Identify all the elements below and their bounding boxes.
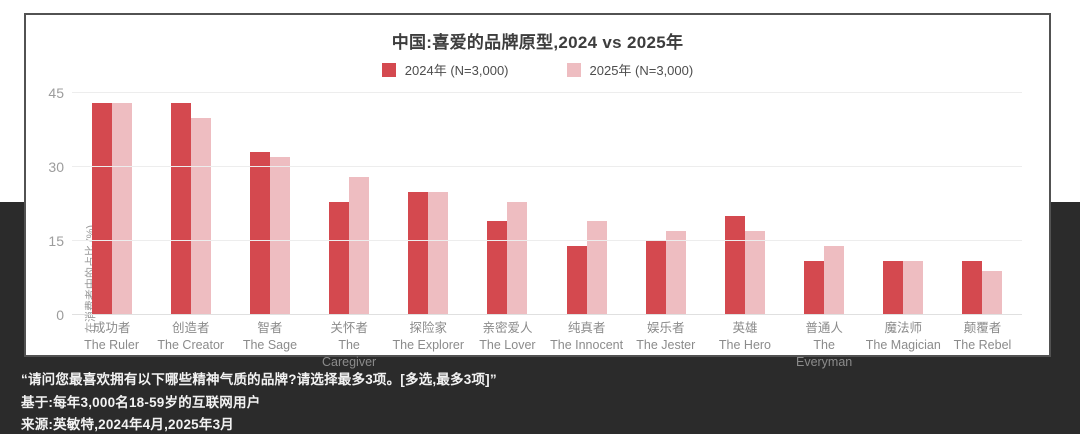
bar-2025-the-hero [744, 231, 765, 315]
x-label-the-hero: 英雄 The Hero [705, 320, 784, 371]
legend-item-2025: 2025年 (N=3,000) [566, 60, 694, 79]
legend-swatch-2024-icon [381, 62, 396, 77]
legend-item-2024: 2024年 (N=3,000) [381, 60, 509, 79]
bar-2024-the-jester [645, 241, 666, 315]
x-axis-labels: 成功者 The Ruler 创造者 The Creator 智者 The Sage 关怀者 T… [72, 320, 1022, 371]
gridline-0 [72, 314, 1022, 315]
x-label-en: The Lover [479, 338, 536, 352]
legend-label-2025: 2025年 (N=3,000) [589, 63, 694, 78]
x-label-the-lover: 亲密爱人 The Lover [468, 320, 547, 371]
bar-group-the-creator [151, 93, 230, 315]
bar-2024-the-innocent [566, 245, 587, 315]
x-label-zh: 亲密爱人 [482, 321, 533, 335]
x-label-zh: 普通人 [805, 321, 843, 335]
bar-group-the-innocent [547, 93, 626, 315]
bar-2024-the-hero [724, 216, 745, 315]
x-label-zh: 纯真者 [567, 321, 606, 335]
x-label-the-jester: 娱乐者 The Jester [626, 320, 705, 371]
bar-2025-the-creator [190, 117, 211, 315]
bar-2025-the-lover [507, 201, 528, 315]
bar-group-the-magician [864, 93, 943, 315]
bar-2025-the-explorer [428, 191, 449, 315]
bar-2024-the-rebel [962, 260, 983, 315]
bar-group-the-everyman [785, 93, 864, 315]
bar-group-the-ruler [72, 93, 151, 315]
bar-2025-the-magician [903, 260, 924, 315]
bar-group-the-hero [705, 93, 784, 315]
y-tick-0: 0 [56, 307, 64, 323]
bar-2024-the-sage [249, 152, 270, 315]
bar-groups [72, 93, 1022, 315]
x-label-the-creator: 创造者 The Creator [151, 320, 230, 371]
x-label-the-innocent: 纯真者 The Innocent [547, 320, 626, 371]
legend-label-2024: 2024年 (N=3,000) [404, 63, 509, 78]
bar-2025-the-ruler [111, 102, 132, 315]
gridline-30 [72, 166, 1022, 167]
legend-swatch-2025-icon [566, 62, 581, 77]
x-label-zh: 成功者 [92, 321, 131, 335]
x-label-zh: 娱乐者 [647, 321, 685, 335]
x-label-the-rebel: 颠覆者 The Rebel [943, 320, 1022, 371]
x-label-the-everyman: 普通人 The Everyman [785, 320, 864, 371]
chart-card: 中国:喜爱的品牌原型,2024 vs 2025年 2024年 (N=3,000)… [24, 13, 1051, 369]
x-label-en: The Creator [157, 338, 225, 352]
bar-group-the-caregiver [310, 93, 389, 315]
bar-2024-the-magician [883, 260, 904, 315]
chart-legend: 2024年 (N=3,000) 2025年 (N=3,000) [26, 60, 1049, 79]
footer-base: 基于:每年3,000名18-59岁的互联网用户 [21, 394, 261, 410]
bar-group-the-jester [626, 93, 705, 315]
x-label-zh: 创造者 [172, 321, 210, 335]
footer-source: 来源:英敏特,2024年4月,2025年3月 [21, 417, 234, 432]
y-tick-30: 30 [48, 159, 64, 175]
bar-2025-the-everyman [824, 245, 845, 315]
gridline-15 [72, 240, 1022, 241]
bar-2024-the-ruler [91, 102, 112, 315]
x-label-en: The Jester [636, 338, 696, 352]
gridline-45 [72, 92, 1022, 93]
x-label-en: The Magician [865, 338, 941, 352]
x-label-en: The Rebel [953, 338, 1012, 352]
x-label-en: The Sage [242, 338, 298, 352]
x-label-the-ruler: 成功者 The Ruler [72, 320, 151, 371]
x-label-zh: 魔法师 [884, 321, 923, 335]
bar-2024-the-lover [487, 221, 508, 315]
x-label-en: The Ruler [84, 338, 140, 352]
bar-group-the-sage [230, 93, 309, 315]
bar-2024-the-explorer [408, 191, 429, 315]
chart-title: 中国:喜爱的品牌原型,2024 vs 2025年 [391, 33, 684, 52]
bar-group-the-explorer [389, 93, 468, 315]
footer-question: “请问您最喜欢拥有以下哪些精神气质的品牌?请选择最多3项。[多选,最多3项]” [21, 372, 497, 387]
x-label-the-explorer: 探险家 The Explorer [389, 320, 468, 371]
bar-group-the-rebel [943, 93, 1022, 315]
x-label-en: The Explorer [392, 338, 465, 352]
x-label-en: The Everyman [795, 338, 853, 369]
bar-2025-the-sage [269, 157, 290, 315]
bar-2025-the-rebel [982, 270, 1003, 315]
x-label-the-magician: 魔法师 The Magician [864, 320, 943, 371]
bar-group-the-lover [468, 93, 547, 315]
x-label-the-caregiver: 关怀者 The Caregiver [310, 320, 389, 371]
y-tick-15: 15 [48, 233, 64, 249]
bar-2024-the-creator [170, 102, 191, 315]
x-label-zh: 智者 [257, 321, 283, 335]
y-tick-45: 45 [48, 85, 64, 101]
bar-2024-the-everyman [804, 260, 825, 315]
bar-2024-the-caregiver [329, 201, 350, 315]
bar-2025-the-jester [665, 231, 686, 315]
x-label-zh: 关怀者 [330, 321, 368, 335]
x-label-en: The Innocent [550, 338, 624, 352]
x-label-the-sage: 智者 The Sage [230, 320, 309, 371]
x-label-en: The Caregiver [322, 338, 377, 369]
bar-2025-the-innocent [586, 221, 607, 315]
x-label-zh: 探险家 [409, 321, 448, 335]
bar-2025-the-caregiver [349, 176, 370, 315]
x-label-en: The Hero [718, 338, 772, 352]
footer: “请问您最喜欢拥有以下哪些精神气质的品牌?请选择最多3项。[多选,最多3项]” … [21, 369, 497, 434]
x-label-zh: 英雄 [732, 321, 758, 335]
x-label-zh: 颠覆者 [963, 321, 1002, 335]
